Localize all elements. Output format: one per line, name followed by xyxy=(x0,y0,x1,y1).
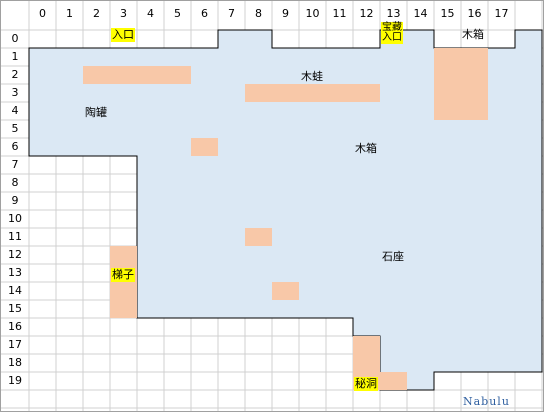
column-header: 4 xyxy=(147,7,154,20)
column-header: 0 xyxy=(39,7,46,20)
column-header: 6 xyxy=(201,7,208,20)
column-header: 15 xyxy=(440,7,455,20)
treasure-entrance-label: 宝藏 入口 xyxy=(381,22,403,44)
column-header: 8 xyxy=(255,7,262,20)
row-header: 5 xyxy=(11,122,19,135)
row-header: 15 xyxy=(8,302,22,315)
pottery-label: 陶罐 xyxy=(85,106,107,119)
highlight-block xyxy=(245,84,380,102)
watermark: Nabulu xyxy=(463,395,510,408)
explored-area xyxy=(28,29,543,391)
row-header: 8 xyxy=(11,176,19,189)
row-header: 7 xyxy=(11,158,19,171)
row-header: 11 xyxy=(8,230,22,243)
column-header: 5 xyxy=(174,7,181,20)
highlight-block xyxy=(380,372,407,390)
row-header: 14 xyxy=(8,284,22,297)
highlight-block xyxy=(83,66,191,84)
secret-cave-label: 秘洞 xyxy=(354,377,378,391)
highlight-block xyxy=(434,48,488,120)
treasure-label-line2: 入口 xyxy=(382,32,402,43)
row-header: 17 xyxy=(8,338,22,351)
column-header: 11 xyxy=(332,7,347,20)
row-header: 19 xyxy=(8,374,22,387)
column-header: 7 xyxy=(228,7,235,20)
column-header: 1 xyxy=(66,7,73,20)
highlight-block xyxy=(110,246,137,318)
column-header: 10 xyxy=(305,7,320,20)
frog-label: 木蛙 xyxy=(301,70,323,83)
column-header: 9 xyxy=(282,7,289,20)
crate-top-label: 木箱 xyxy=(462,28,484,41)
treasure-label-line1: 宝藏 xyxy=(382,22,402,33)
column-header: 2 xyxy=(93,7,100,20)
entrance-label: 入口 xyxy=(111,28,135,42)
highlight-block xyxy=(191,138,218,156)
row-header: 1 xyxy=(11,50,19,63)
column-header: 3 xyxy=(120,7,127,20)
row-header: 2 xyxy=(11,68,19,81)
row-header: 16 xyxy=(8,320,22,333)
column-header: 16 xyxy=(467,7,482,20)
row-header: 9 xyxy=(11,194,19,207)
highlight-block xyxy=(272,282,299,300)
row-header: 6 xyxy=(11,140,19,153)
row-header: 12 xyxy=(8,248,22,261)
row-header: 13 xyxy=(8,266,22,279)
row-header: 4 xyxy=(11,104,19,117)
column-header: 12 xyxy=(359,7,374,20)
stone-seat-label: 石座 xyxy=(382,250,404,263)
row-header: 0 xyxy=(11,32,19,45)
row-header: 18 xyxy=(8,356,22,369)
highlight-block xyxy=(245,228,272,246)
crate-mid-label: 木箱 xyxy=(355,142,377,155)
ladder-label: 梯子 xyxy=(111,268,135,282)
column-header: 17 xyxy=(494,7,509,20)
column-header: 14 xyxy=(413,7,428,20)
column-header: 13 xyxy=(386,7,401,20)
row-header: 10 xyxy=(8,212,22,225)
row-header: 3 xyxy=(11,86,19,99)
